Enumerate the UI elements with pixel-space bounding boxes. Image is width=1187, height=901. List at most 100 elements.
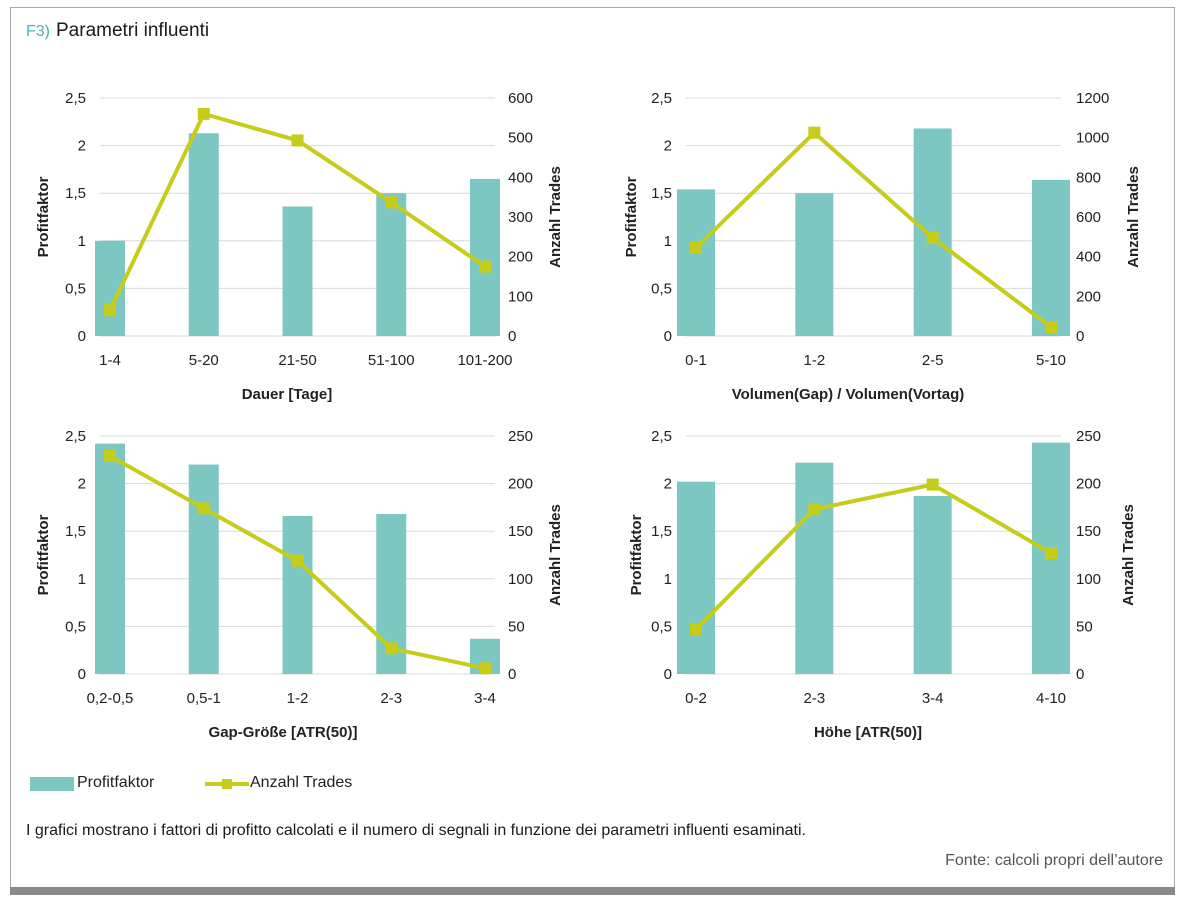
point-anzahl-trades	[197, 502, 210, 515]
bar-profitfaktor	[188, 464, 219, 674]
y2-tick-label: 800	[1076, 169, 1101, 186]
y2-tick-label: 300	[508, 209, 533, 226]
x-tick-label: 4-10	[1036, 690, 1066, 707]
y-tick-label: 1,5	[651, 523, 672, 540]
x-axis-title: Gap-Größe [ATR(50)]	[209, 724, 358, 741]
y-tick-label: 1	[78, 571, 86, 588]
bar-profitfaktor	[795, 462, 834, 674]
point-anzahl-trades	[926, 478, 939, 491]
y-tick-label: 2	[78, 476, 86, 493]
y-tick-label: 2,5	[65, 428, 86, 445]
y-tick-label: 2,5	[65, 90, 86, 107]
y-tick-label: 0	[78, 666, 86, 683]
y2-axis-title: Anzahl Trades	[547, 504, 564, 606]
x-tick-label: 2-5	[922, 352, 944, 369]
bar-profitfaktor	[376, 193, 407, 336]
y-tick-label: 1	[664, 571, 672, 588]
x-tick-label: 1-2	[287, 690, 309, 707]
figure-tag: F3)	[26, 23, 50, 40]
y-tick-label: 0	[664, 328, 672, 345]
y2-tick-label: 250	[1076, 428, 1101, 445]
x-axis-title: Dauer [Tage]	[242, 386, 333, 403]
bottom-rule	[10, 887, 1175, 895]
bar-profitfaktor	[677, 481, 715, 674]
y-tick-label: 2	[664, 138, 672, 155]
bar-profitfaktor	[1032, 179, 1070, 336]
y2-tick-label: 50	[508, 618, 525, 635]
y2-tick-label: 250	[508, 428, 533, 445]
bar-profitfaktor	[282, 206, 313, 336]
x-tick-label: 5-10	[1036, 352, 1066, 369]
point-anzahl-trades	[104, 449, 116, 462]
point-anzahl-trades	[479, 260, 491, 273]
y2-tick-label: 0	[1076, 666, 1084, 683]
point-anzahl-trades	[197, 107, 210, 120]
x-tick-label: 2-3	[803, 690, 825, 707]
figure-title-text: Parametri influenti	[56, 20, 210, 41]
y2-tick-label: 0	[508, 328, 516, 345]
y2-axis-title: Anzahl Trades	[1120, 504, 1137, 606]
legend-bar-label: Profitfaktor	[77, 774, 155, 791]
legend-line-swatch	[205, 779, 249, 789]
x-tick-label: 5-20	[189, 352, 219, 369]
x-axis-title: Höhe [ATR(50)]	[814, 724, 922, 741]
y2-tick-label: 1200	[1076, 90, 1109, 107]
y2-tick-label: 200	[508, 476, 533, 493]
y-tick-label: 0	[78, 328, 86, 345]
point-anzahl-trades	[479, 662, 491, 675]
point-anzahl-trades	[808, 503, 821, 516]
y2-tick-label: 200	[1076, 476, 1101, 493]
point-anzahl-trades	[1045, 321, 1057, 334]
point-anzahl-trades	[291, 134, 304, 147]
y-tick-label: 2	[664, 476, 672, 493]
y2-tick-label: 0	[1076, 328, 1084, 345]
bar-profitfaktor	[677, 189, 715, 336]
bar-profitfaktor	[95, 443, 125, 674]
y2-tick-label: 50	[1076, 618, 1093, 635]
line-anzahl-trades	[694, 130, 1053, 329]
y-tick-label: 0,5	[651, 618, 672, 635]
y2-tick-label: 0	[508, 666, 516, 683]
y2-tick-label: 400	[1076, 249, 1101, 266]
x-tick-label: 2-3	[380, 690, 402, 707]
y-axis-title: Profitfaktor	[35, 176, 52, 257]
bar-profitfaktor	[282, 515, 313, 674]
y2-tick-label: 200	[508, 249, 533, 266]
x-tick-label: 3-4	[922, 690, 944, 707]
y2-axis-title: Anzahl Trades	[1125, 166, 1142, 268]
bar-profitfaktor	[188, 133, 219, 336]
y-tick-label: 0,5	[65, 280, 86, 297]
y2-tick-label: 150	[508, 523, 533, 540]
y-tick-label: 0	[664, 666, 672, 683]
x-tick-label: 51-100	[368, 352, 415, 369]
point-anzahl-trades	[104, 304, 116, 317]
y-tick-label: 1	[664, 233, 672, 250]
y-tick-label: 1,5	[65, 185, 86, 202]
x-tick-label: 0,2-0,5	[87, 690, 134, 707]
y-tick-label: 0,5	[651, 280, 672, 297]
figure-frame	[10, 7, 1175, 887]
y2-tick-label: 200	[1076, 288, 1101, 305]
figure-source: Fonte: calcoli propri dell’autore	[945, 852, 1163, 869]
x-tick-label: 0-1	[685, 352, 707, 369]
y-axis-title: Profitfaktor	[628, 514, 645, 595]
y-tick-label: 1,5	[651, 185, 672, 202]
point-anzahl-trades	[690, 241, 702, 254]
y2-tick-label: 400	[508, 169, 533, 186]
bar-profitfaktor	[795, 193, 834, 336]
y-tick-label: 2,5	[651, 90, 672, 107]
y2-tick-label: 500	[508, 130, 533, 147]
y-axis-title: Profitfaktor	[623, 176, 640, 257]
y-tick-label: 2,5	[651, 428, 672, 445]
y2-tick-label: 600	[1076, 209, 1101, 226]
x-tick-label: 3-4	[474, 690, 496, 707]
y-axis-title: Profitfaktor	[35, 514, 52, 595]
y-tick-label: 1	[78, 233, 86, 250]
y2-tick-label: 150	[1076, 523, 1101, 540]
point-anzahl-trades	[808, 126, 821, 139]
figure-caption: I grafici mostrano i fattori di profitto…	[26, 822, 806, 839]
x-tick-label: 1-4	[99, 352, 121, 369]
y-tick-label: 2	[78, 138, 86, 155]
point-anzahl-trades	[385, 196, 398, 209]
